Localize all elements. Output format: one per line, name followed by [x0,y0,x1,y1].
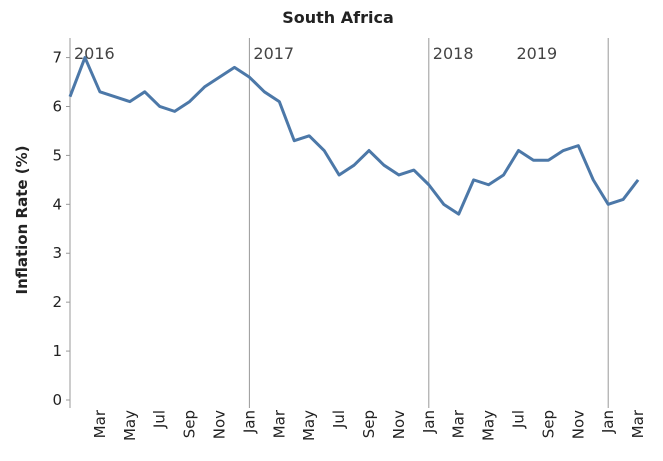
x-tick-label: Nov [390,410,408,439]
y-tick-label: 3 [52,244,62,262]
x-tick-label: Jan [420,410,438,434]
y-tick-label: 0 [52,391,62,409]
x-tick-label: Mar [450,409,468,438]
y-tick-label: 4 [52,195,62,213]
x-tick-label: May [480,410,498,441]
x-tick-label: May [300,410,318,441]
year-annotation: 2019 [516,44,557,63]
x-tick-label: Nov [569,410,587,439]
x-tick-label: Mar [629,409,647,438]
x-tick-label: Sep [360,410,378,438]
x-tick-label: Mar [270,409,288,438]
x-tick-label: Jul [151,410,169,429]
year-annotation: 2018 [433,44,474,63]
x-tick-label: Nov [211,410,229,439]
year-annotation: 2016 [74,44,115,63]
y-tick-label: 1 [52,342,62,360]
x-tick-label: Sep [539,410,557,438]
x-tick-label: Jul [330,410,348,429]
y-tick-label: 5 [52,146,62,164]
y-tick-label: 7 [52,49,62,67]
y-axis-label: Inflation Rate (%) [13,146,31,295]
x-tick-label: Sep [181,410,199,438]
x-tick-label: Mar [91,409,109,438]
chart-title: South Africa [282,8,394,27]
year-annotation: 2017 [253,44,294,63]
x-tick-label: Jan [240,410,258,434]
x-tick-label: May [121,410,139,441]
y-tick-label: 6 [52,97,62,115]
x-tick-label: Jul [510,410,528,429]
y-tick-label: 2 [52,293,62,311]
x-tick-label: Jan [599,410,617,434]
series-line [68,56,640,216]
